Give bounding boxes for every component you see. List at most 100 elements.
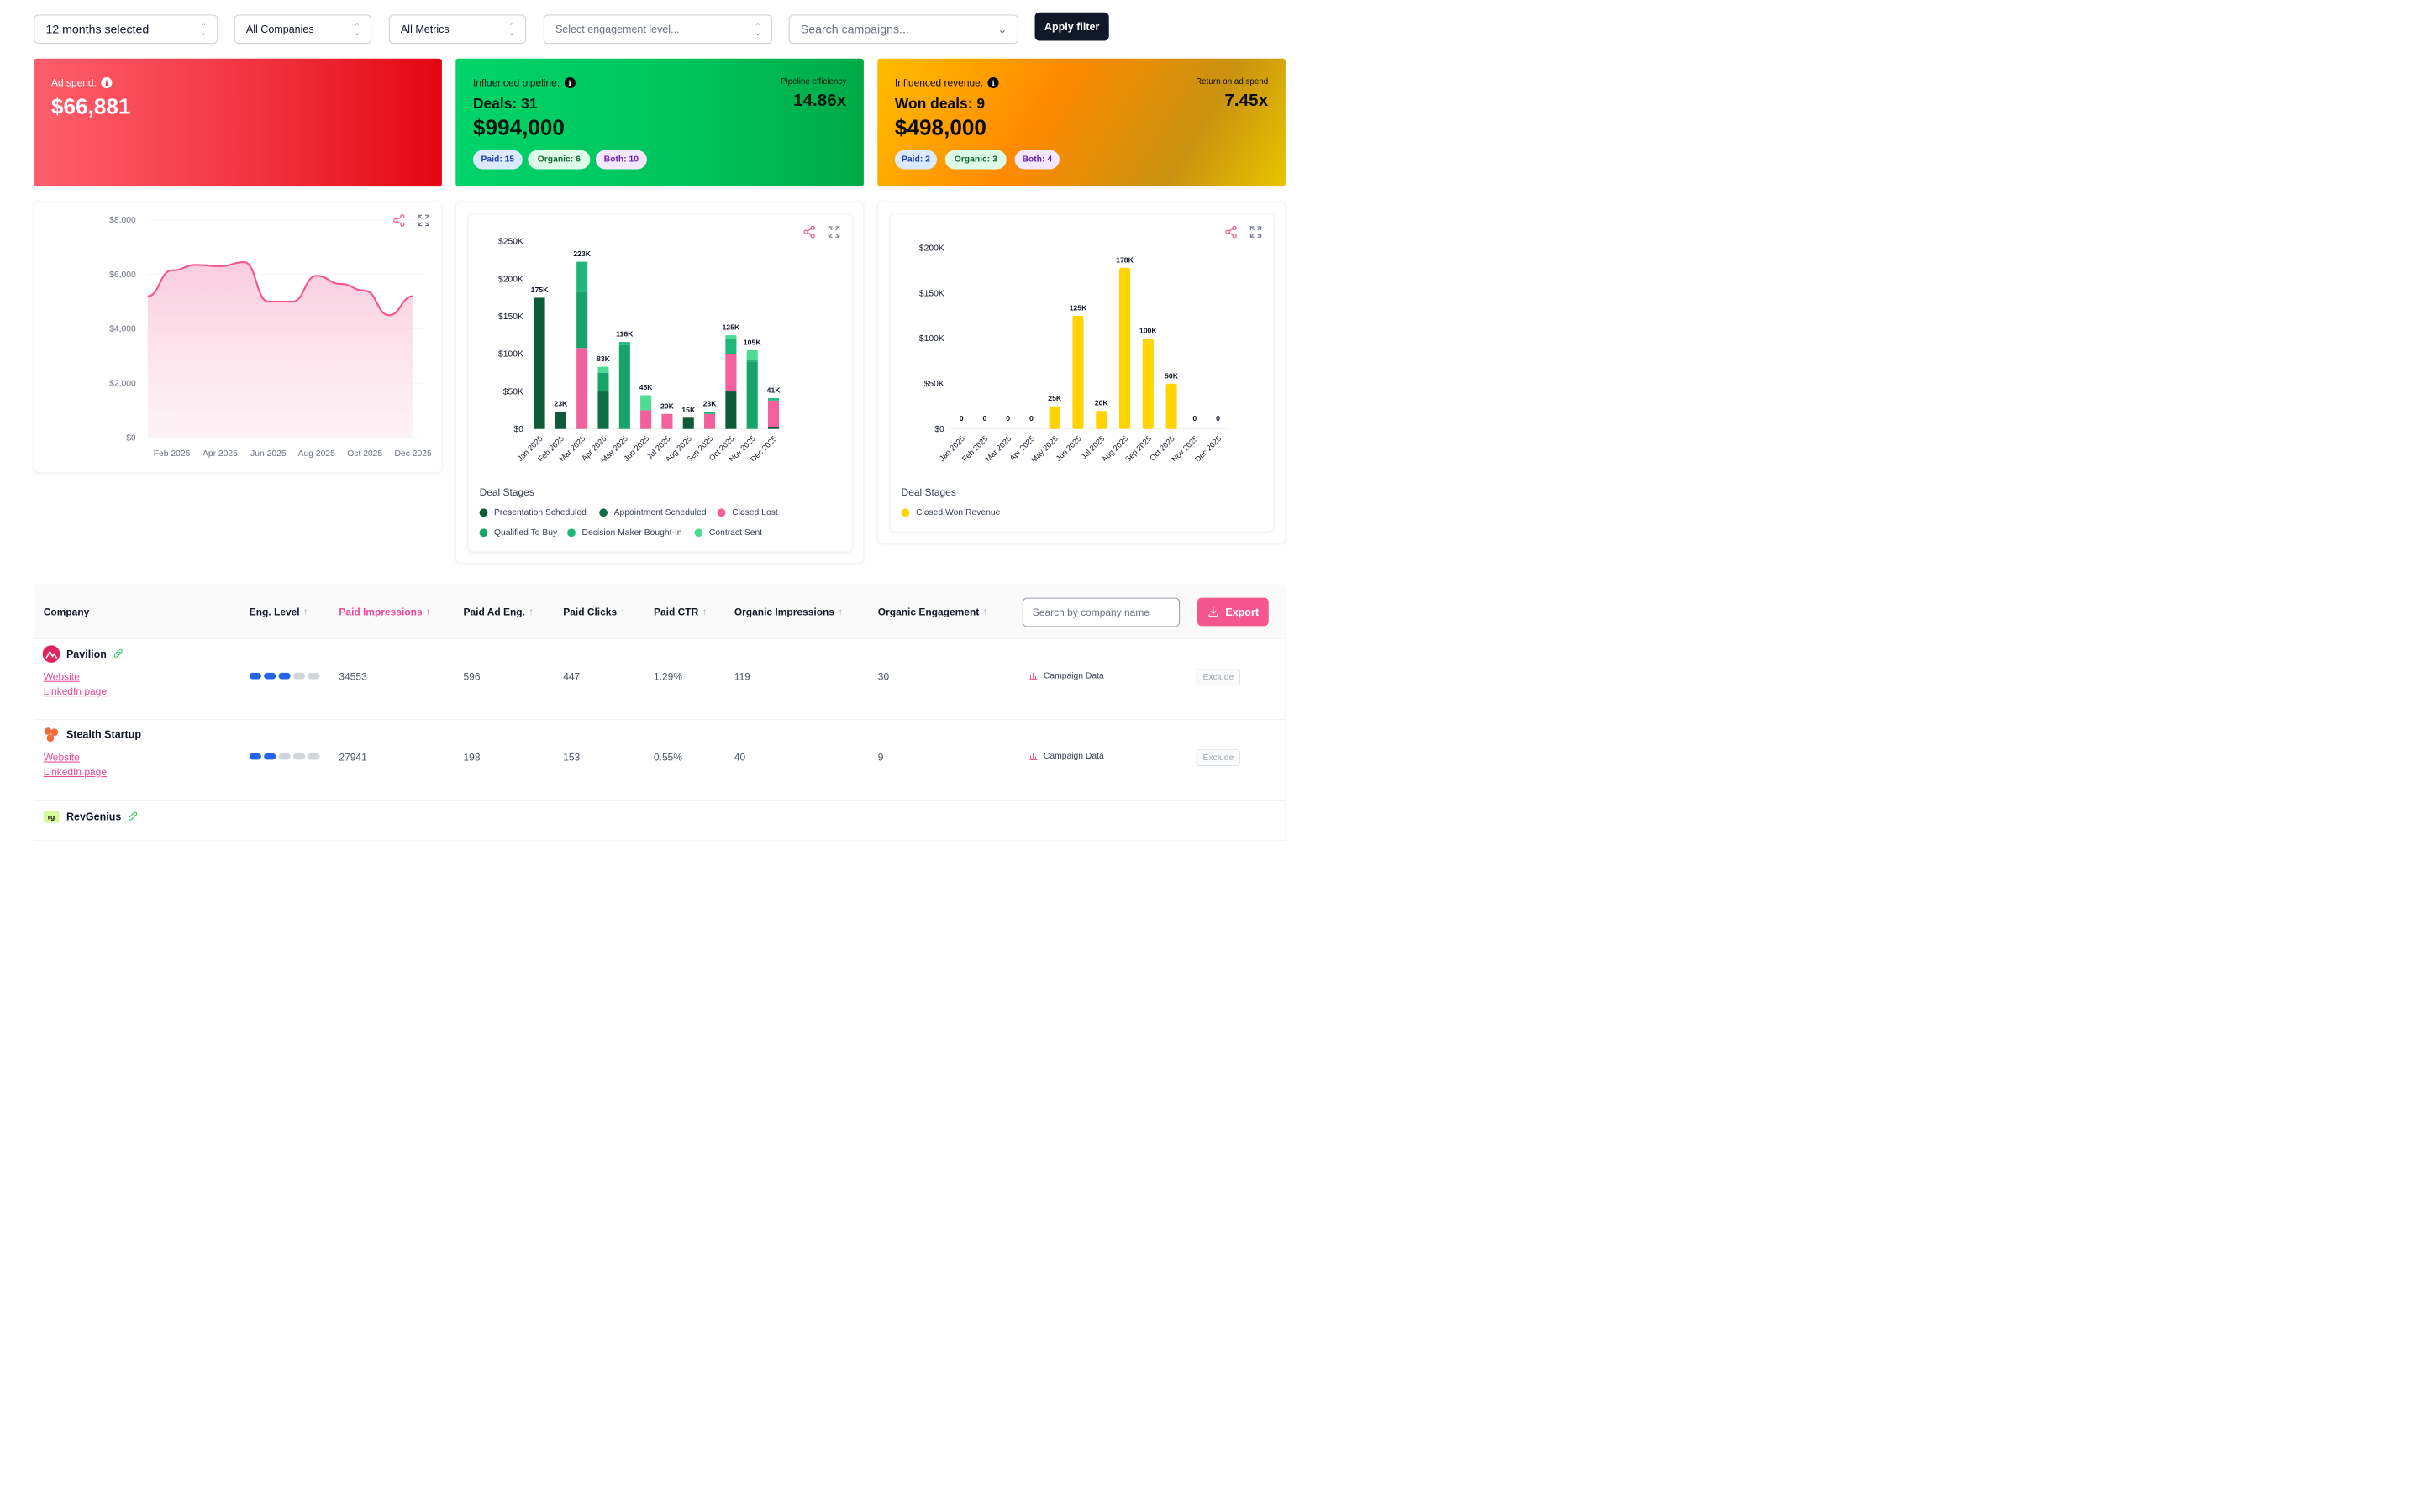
campaign-data-label: Campaign Data <box>1043 670 1104 681</box>
info-icon[interactable]: i <box>987 77 999 89</box>
col-paid-ctr[interactable]: Paid CTR ↑ <box>654 585 707 638</box>
bar-segment-Dec 2025 <box>767 398 780 401</box>
legend-swatch <box>567 528 576 538</box>
col-paid-impressions[interactable]: Paid Impressions ↑ <box>339 585 430 638</box>
y-tick-label: $4,000 <box>109 325 136 334</box>
engagement-level-placeholder: Select engagement level... <box>555 23 680 35</box>
companies-select[interactable]: All Companies ⌃ ⌄ <box>234 14 372 45</box>
bar-Jul 2025 <box>1096 411 1107 429</box>
bar-value-label: 178K <box>1116 255 1134 264</box>
updown-chevron-icon: ⌃ ⌄ <box>353 21 361 38</box>
bar-total-label: 105K <box>744 338 762 346</box>
exclude-button[interactable]: Exclude <box>1196 669 1240 686</box>
row-divider <box>34 719 1286 720</box>
data-point-May 2025 <box>244 261 245 263</box>
metrics-select-value: All Metrics <box>400 23 450 35</box>
campaign-data-link[interactable]: Campaign Data <box>1028 752 1104 762</box>
legend-swatch <box>694 528 703 538</box>
legend-item-decision-maker[interactable]: Decision Maker Bought-In <box>567 528 682 538</box>
bar-segment-Dec 2025 <box>767 427 780 429</box>
bar-value-label: 0 <box>1006 414 1010 423</box>
bar-chart-icon <box>1029 753 1038 761</box>
revenue-won-deals: Won deals: 9 <box>894 95 986 112</box>
company-search-input[interactable]: Search by company name <box>1022 597 1181 627</box>
bar-segment-May 2025 <box>618 342 630 345</box>
website-link[interactable]: Website <box>43 751 80 764</box>
bar-segment-Nov 2025 <box>746 349 758 360</box>
bar-segment-Dec 2025 <box>767 400 780 428</box>
updown-chevron-icon: ⌃ ⌄ <box>508 21 516 38</box>
y-tick-label: $0 <box>126 433 136 443</box>
bar-segment-Apr 2025 <box>597 391 609 429</box>
expand-icon[interactable] <box>417 213 430 227</box>
revenue-label-wrap: Influenced revenue: i <box>895 76 999 89</box>
chart-actions <box>802 225 841 239</box>
col-organic-impressions[interactable]: Organic Impressions ↑ <box>734 585 843 638</box>
y-tick-label: $0 <box>513 425 523 434</box>
legend-item-qualified-to-buy[interactable]: Qualified To Buy <box>479 528 557 538</box>
bar-total-label: 175K <box>531 286 550 294</box>
bar-chart-icon <box>1029 672 1038 680</box>
expand-icon[interactable] <box>827 225 840 239</box>
expand-icon[interactable] <box>1249 225 1262 239</box>
company-name-wrap: rg RevGenius <box>43 808 139 826</box>
bar-total-label: 15K <box>681 406 696 414</box>
eng-dot <box>249 672 261 680</box>
bar-segment-Jan 2025 <box>534 297 545 429</box>
both-pill: Both: 10 <box>595 150 647 170</box>
table-row: Stealth Startup Website LinkedIn page 27… <box>34 719 1286 800</box>
legend-item-presentation-scheduled[interactable]: Presentation Scheduled <box>479 507 587 517</box>
export-button[interactable]: Export <box>1197 597 1269 627</box>
legend-item-closed-won-revenue[interactable]: Closed Won Revenue <box>901 507 1000 517</box>
updown-chevron-icon: ⌃ ⌄ <box>754 21 761 38</box>
col-paid-ad-eng[interactable]: Paid Ad Eng. ↑ <box>464 585 534 638</box>
bar-segment-Aug 2025 <box>682 417 694 429</box>
bar-total-label: 45K <box>639 383 654 391</box>
linkedin-link[interactable]: LinkedIn page <box>43 765 107 778</box>
bar-Oct 2025 <box>1165 383 1177 429</box>
eng-dot <box>292 672 306 680</box>
organic-engagement-cell: 9 <box>877 751 884 764</box>
organic-impressions-cell: 119 <box>734 670 750 683</box>
legend-item-appointment-scheduled[interactable]: Appointment Scheduled <box>599 507 706 517</box>
paid-pill: Paid: 2 <box>894 150 938 170</box>
x-tick-label: Oct 2025 <box>347 449 382 459</box>
bar-total-label: 23K <box>554 400 568 408</box>
info-icon[interactable]: i <box>564 77 576 89</box>
col-label: Organic Impressions <box>734 606 834 617</box>
col-paid-clicks[interactable]: Paid Clicks ↑ <box>563 585 625 638</box>
legend-label: Presentation Scheduled <box>493 507 587 517</box>
linkedin-link[interactable]: LinkedIn page <box>43 685 107 697</box>
y-tick-label: $100K <box>919 334 944 344</box>
share-icon[interactable] <box>802 225 816 239</box>
row-divider <box>34 800 1286 801</box>
bar-segment-Feb 2025 <box>555 412 566 429</box>
bar-segment-Sep 2025 <box>704 413 716 429</box>
y-tick-label: $50K <box>924 380 944 389</box>
eng-dot <box>292 753 306 760</box>
share-icon[interactable] <box>392 213 406 227</box>
legend-item-closed-lost[interactable]: Closed Lost <box>717 507 778 517</box>
company-search-placeholder: Search by company name <box>1032 606 1150 618</box>
period-select[interactable]: 12 months selected ⌃ ⌄ <box>34 14 218 45</box>
campaign-search-select[interactable]: Search campaigns... ⌄ <box>788 14 1018 45</box>
engagement-level-select[interactable]: Select engagement level... ⌃ ⌄ <box>543 14 773 45</box>
share-icon[interactable] <box>1224 225 1238 239</box>
legend-item-contract-sent[interactable]: Contract Sent <box>694 528 762 538</box>
website-link[interactable]: Website <box>43 670 80 683</box>
bar-value-label: 0 <box>1192 414 1197 423</box>
x-tick-label: Apr 2025 <box>203 449 238 459</box>
col-company[interactable]: Company <box>44 585 90 638</box>
metrics-select[interactable]: All Metrics ⌃ ⌄ <box>388 14 527 45</box>
apply-filter-button[interactable]: Apply filter <box>1034 12 1109 41</box>
col-eng-level[interactable]: Eng. Level ↑ <box>250 585 308 638</box>
campaign-data-link[interactable]: Campaign Data <box>1028 670 1104 681</box>
col-organic-engagement[interactable]: Organic Engagement ↑ <box>878 585 987 638</box>
info-icon[interactable]: i <box>101 77 113 89</box>
col-label: Paid Impressions <box>339 606 423 617</box>
data-point-Feb 2025 <box>171 270 172 271</box>
exclude-button[interactable]: Exclude <box>1196 749 1240 766</box>
rocket-icon <box>113 648 123 658</box>
bar-segment-Jul 2025 <box>661 413 673 429</box>
